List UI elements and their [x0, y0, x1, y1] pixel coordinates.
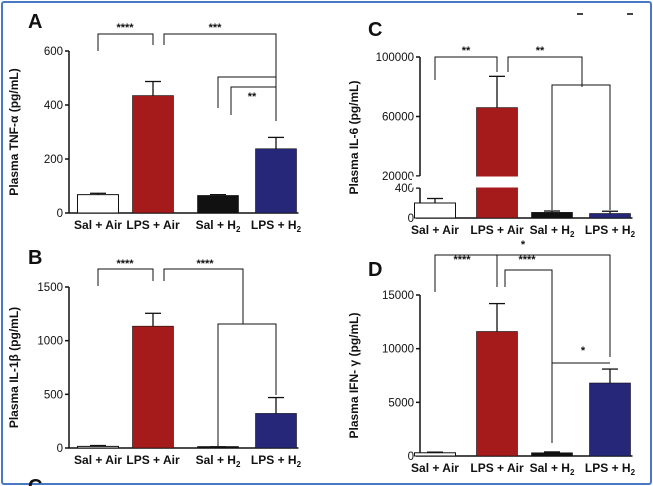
x-tick-label: LPS + H2	[251, 453, 302, 469]
x-tick-label: LPS + H2	[585, 461, 636, 477]
y-axis-label: Plasma IFN- γ (pg/mL)	[347, 312, 361, 438]
y-tick-label: 100000	[376, 52, 414, 64]
significance-label: ****	[116, 258, 134, 270]
x-tick-label: Sal + H2	[196, 453, 241, 469]
significance-bracket	[97, 268, 154, 286]
group-bracket	[551, 84, 611, 210]
y-tick-label: 200	[44, 154, 63, 166]
bar	[414, 202, 456, 219]
x-tick-label: Sal + H2	[530, 461, 575, 477]
y-axis-label: Plasma IL-6 (pg/mL)	[347, 80, 361, 194]
y-tick-label: 500	[44, 389, 63, 401]
bar	[77, 194, 119, 214]
group-bracket	[217, 76, 277, 121]
panel-label: B	[28, 247, 42, 269]
significance-label: ***	[209, 22, 223, 34]
y-axis-label: Plasma TNF-α (pg/mL)	[7, 68, 21, 195]
significance-label: *	[521, 239, 526, 251]
bar	[531, 452, 573, 457]
significance-label: **	[248, 91, 257, 103]
significance-label: **	[536, 45, 545, 57]
chart-panel-b: B 0 500 1000 1500 Plasma IL-1β (pg/mL) Sal + A…	[7, 247, 302, 469]
significance-label: ****	[116, 22, 134, 34]
significance-bracket	[504, 269, 553, 443]
significance-label: **	[462, 45, 471, 57]
y-tick-label: 0	[57, 208, 63, 220]
y-tick-label: 1500	[37, 282, 63, 294]
bar	[132, 95, 174, 214]
y-tick-label: 1000	[37, 336, 63, 348]
significance-bracket	[434, 254, 611, 357]
bar	[132, 325, 174, 449]
top-right-mark	[627, 13, 633, 15]
bar	[476, 107, 518, 219]
y-tick-label: 60000	[382, 112, 414, 124]
bar	[255, 148, 297, 214]
bar	[255, 413, 297, 449]
significance-label: ****	[518, 254, 536, 266]
y-tick-label: 0	[408, 213, 414, 225]
x-tick-label: Sal + Air	[74, 218, 122, 232]
bar	[77, 445, 119, 449]
y-tick-label: 20000	[382, 171, 414, 183]
significance-bracket	[434, 56, 498, 80]
bar	[589, 382, 631, 457]
significance-group-c: ** **	[434, 45, 583, 87]
chart-panel-d: D 0 5000 10000 15000 Plasma IFN- γ (pg/mL) Sal…	[347, 259, 636, 477]
bar	[414, 452, 456, 457]
x-tick-label: LPS + H2	[585, 223, 636, 239]
significance-label: ****	[453, 254, 471, 266]
bar	[197, 195, 239, 214]
significance-bracket	[163, 268, 244, 324]
significance-label: *	[581, 345, 586, 357]
panel-label: C	[368, 19, 382, 41]
bar	[589, 213, 631, 219]
significance-group-a: **** *****	[97, 22, 277, 115]
x-tick-label: LPS + Air	[126, 453, 180, 467]
x-tick-label: Sal + H2	[530, 223, 575, 239]
significance-bracket	[97, 33, 154, 51]
significance-group-b: **** ****	[97, 258, 244, 324]
bar	[531, 212, 573, 219]
y-tick-label: 15000	[382, 290, 414, 302]
x-tick-label: Sal + Air	[411, 461, 459, 475]
top-right-mark	[577, 13, 583, 15]
significance-label: ****	[196, 258, 214, 270]
y-tick-label: 600	[44, 46, 63, 58]
x-tick-label: LPS + Air	[470, 223, 524, 237]
y-tick-label: 0	[408, 451, 414, 463]
y-tick-label: 400	[44, 100, 63, 112]
group-bracket	[217, 323, 277, 448]
significance-bracket	[507, 56, 583, 87]
x-tick-label: Sal + Air	[411, 223, 459, 237]
x-tick-label: LPS + Air	[126, 218, 180, 232]
y-axis-label: Plasma IL-1β (pg/mL)	[7, 307, 21, 428]
significance-group-d: **** ******	[434, 239, 611, 443]
y-tick-label: 400	[395, 183, 414, 195]
x-tick-label: LPS + H2	[251, 218, 302, 234]
x-tick-label: LPS + Air	[470, 461, 524, 475]
y-tick-label: 5000	[388, 397, 414, 409]
panel-label: A	[28, 11, 42, 33]
chart-panel-a: A 0 200 400 600 Plasma TNF-α (pg/mL) Sal + Air…	[7, 11, 302, 234]
panel-label: D	[368, 259, 382, 281]
x-tick-label: Sal + H2	[196, 218, 241, 234]
y-tick-label: 0	[57, 443, 63, 455]
x-tick-label: Sal + Air	[74, 453, 122, 467]
bar	[476, 331, 518, 457]
cut-off-panel-label: C	[28, 476, 42, 486]
significance-bracket	[163, 33, 277, 78]
y-tick-label: 10000	[382, 344, 414, 356]
axis-break	[412, 176, 635, 188]
